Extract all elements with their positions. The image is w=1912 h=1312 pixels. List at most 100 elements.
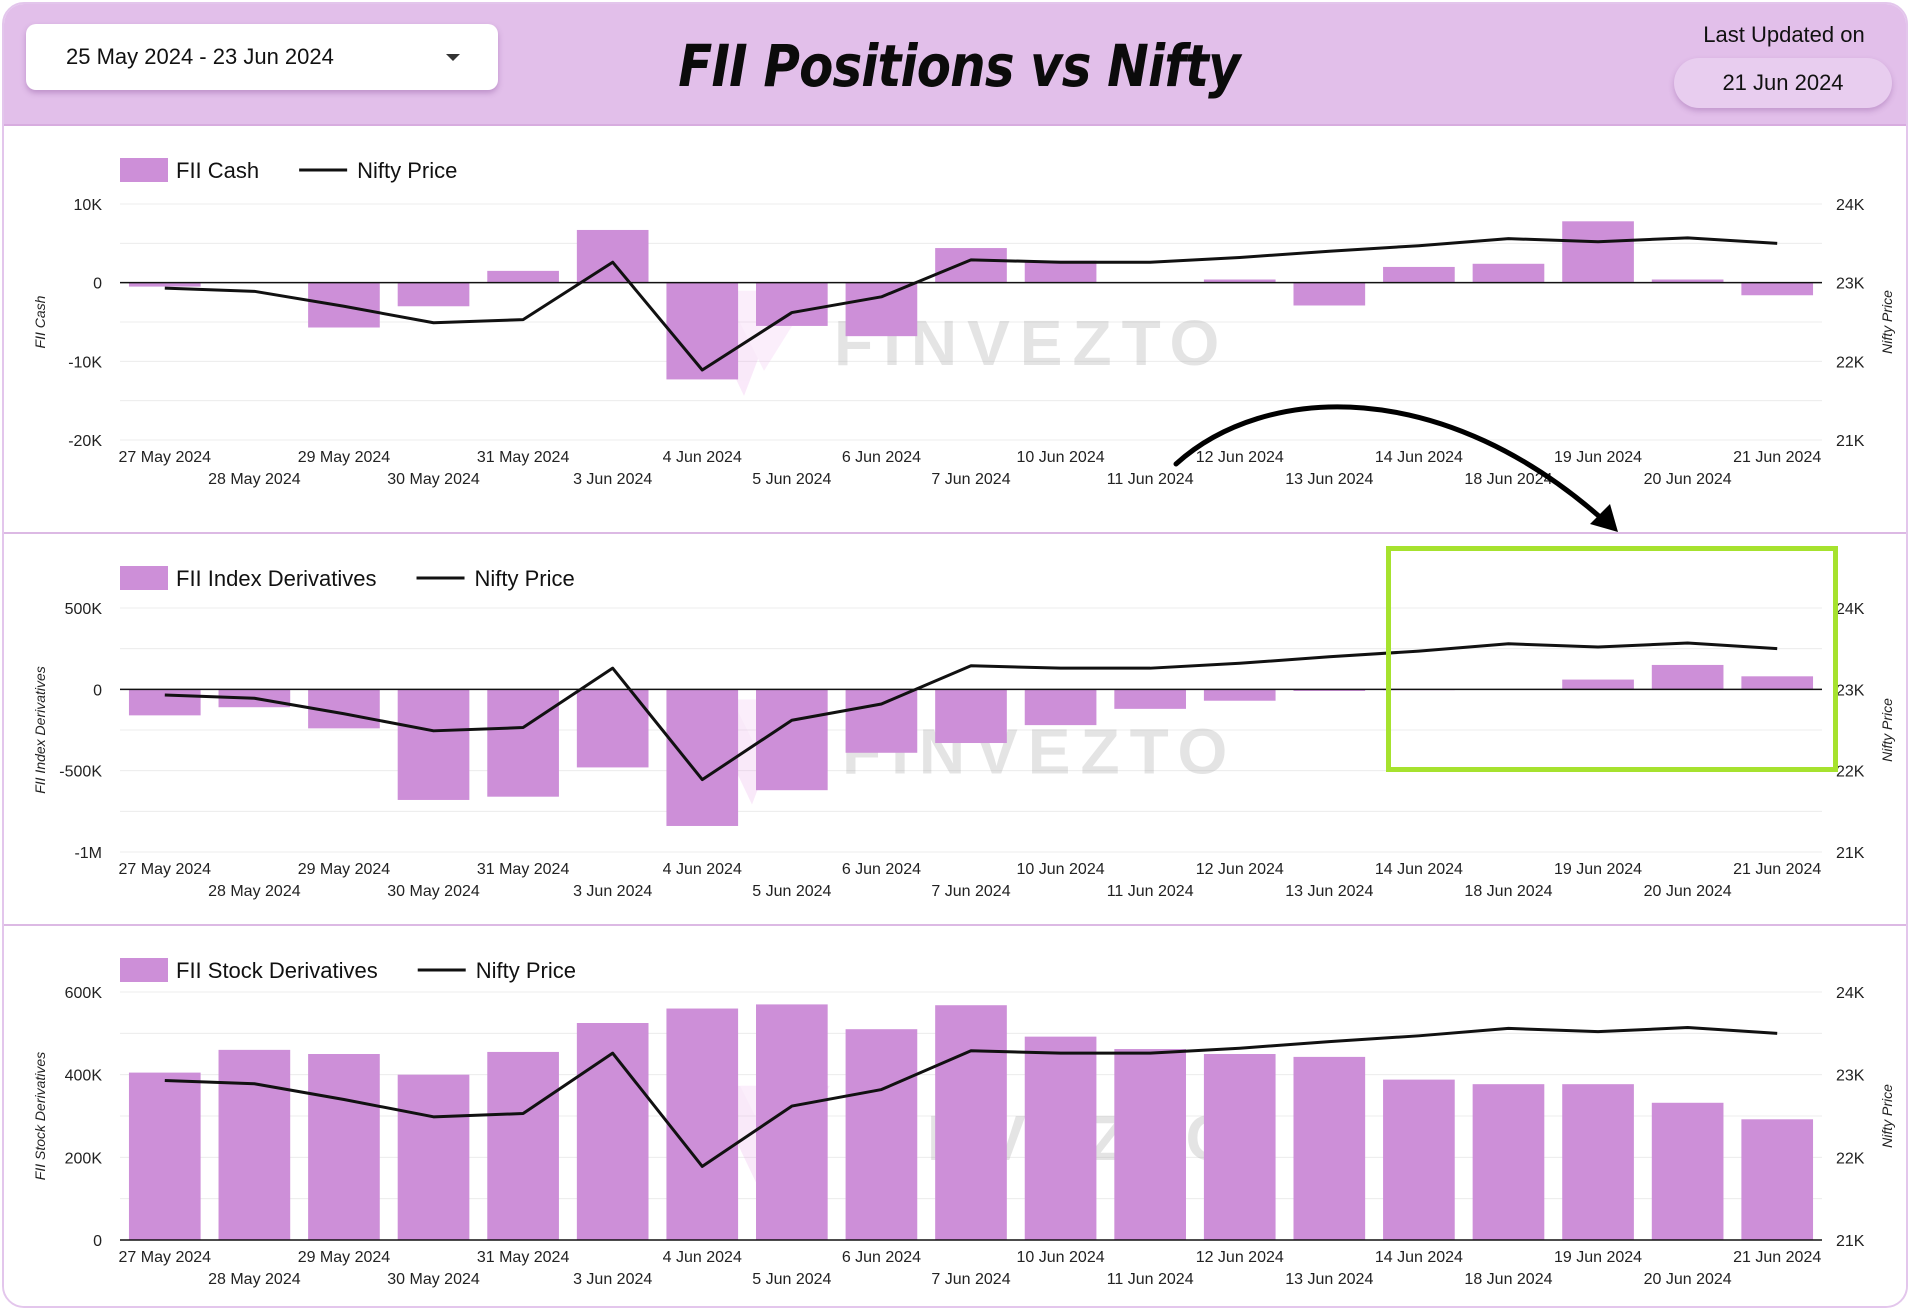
bar [487, 689, 559, 797]
bar [1741, 1119, 1814, 1240]
x-tick-label: 21 Jun 2024 [1733, 861, 1821, 878]
x-tick-label: 27 May 2024 [119, 1249, 212, 1266]
bar [1472, 263, 1545, 283]
x-tick-label: 31 May 2024 [477, 449, 570, 466]
x-tick-label: 20 Jun 2024 [1644, 883, 1732, 900]
fii-cash-chart-panel: 10K 0 -10K -20K 24K 23K 22K 21K FII Cash Nifty Pr… [4, 126, 1906, 534]
chart-legend: FII Cash Nifty Price [120, 158, 457, 183]
y-tick-label: 0 [93, 1233, 102, 1250]
x-tick-label: 18 Jun 2024 [1464, 1271, 1552, 1288]
y2-tick-label: 22K [1836, 354, 1865, 371]
legend-label-fii-index-derivatives: FII Index Derivatives [176, 566, 377, 591]
x-tick-label: 7 Jun 2024 [931, 883, 1010, 900]
y2-tick-label: 22K [1836, 1150, 1865, 1167]
y2-tick-label: 24K [1836, 985, 1865, 1002]
bar [576, 689, 649, 768]
y2-tick-label: 21K [1836, 433, 1865, 450]
legend-swatch-bar [120, 158, 168, 182]
x-tick-label: 3 Jun 2024 [573, 883, 652, 900]
y-axis-title: FII Index Derivatives [32, 666, 48, 794]
fii-index-derivatives-chart: 500K 0 -500K -1M 24K 23K 22K 21K FII Index Deriv… [32, 566, 1895, 900]
y-tick-label: -1M [74, 845, 102, 862]
y2-tick-label: 21K [1836, 845, 1865, 862]
x-tick-label: 31 May 2024 [477, 1249, 570, 1266]
y2-tick-label: 21K [1836, 1233, 1865, 1250]
y2-axis-title: Nifty Price [1879, 698, 1895, 762]
legend-swatch-bar [120, 958, 168, 982]
date-range-selector[interactable]: 25 May 2024 - 23 Jun 2024 [26, 24, 498, 90]
y2-axis-title: Nifty Price [1879, 1084, 1895, 1148]
legend-swatch-bar [120, 566, 168, 590]
bar [1651, 1102, 1724, 1240]
bar [128, 282, 201, 287]
bar [1024, 1036, 1097, 1240]
fii-index-derivatives-chart-panel: 500K 0 -500K -1M 24K 23K 22K 21K FII Index Deriv… [4, 534, 1906, 926]
bar [1741, 676, 1814, 690]
nifty-price-line [164, 1026, 1778, 1168]
chevron-down-icon[interactable] [446, 54, 460, 61]
bar [756, 282, 828, 326]
x-tick-label: 4 Jun 2024 [663, 449, 742, 466]
chart-legend: FII Index Derivatives Nifty Price [120, 566, 575, 591]
x-tick-label: 12 Jun 2024 [1196, 1249, 1284, 1266]
bar [128, 1072, 201, 1240]
y2-tick-label: 22K [1836, 764, 1865, 781]
bar [1114, 1049, 1186, 1240]
bar [845, 1029, 918, 1240]
bar [397, 1074, 470, 1240]
header-bar: 25 May 2024 - 23 Jun 2024 FII Positions … [4, 4, 1906, 126]
bar [1293, 689, 1366, 691]
y2-tick-label: 23K [1836, 1068, 1865, 1085]
x-tick-label: 18 Jun 2024 [1464, 471, 1552, 488]
x-tick-label: 28 May 2024 [208, 471, 301, 488]
bar [756, 689, 828, 791]
bar [845, 282, 918, 337]
bar [1024, 689, 1097, 726]
bar [1651, 664, 1724, 690]
last-updated-badge: 21 Jun 2024 [1674, 58, 1892, 108]
y-tick-label: -500K [59, 764, 102, 781]
legend-label-fii-cash: FII Cash [176, 158, 259, 183]
x-tick-label: 3 Jun 2024 [573, 471, 652, 488]
bar [666, 689, 739, 826]
bar [397, 689, 470, 800]
y-tick-label: 400K [65, 1068, 103, 1085]
x-tick-label: 6 Jun 2024 [842, 861, 921, 878]
x-tick-label: 30 May 2024 [387, 1271, 480, 1288]
bar [308, 1054, 380, 1240]
bar [576, 1023, 649, 1240]
fii-stock-derivatives-chart-panel: 600K 400K 200K 0 24K 23K 22K 21K FII Stock Deriv… [4, 926, 1906, 1306]
x-tick-label: 29 May 2024 [298, 1249, 391, 1266]
bar [1383, 1079, 1455, 1240]
x-tick-label: 27 May 2024 [119, 861, 212, 878]
x-tick-label: 7 Jun 2024 [931, 471, 1010, 488]
x-tick-label: 30 May 2024 [387, 471, 480, 488]
y2-tick-label: 24K [1836, 197, 1865, 214]
x-tick-label: 28 May 2024 [208, 883, 301, 900]
bar [1472, 1084, 1545, 1240]
y2-tick-label: 23K [1836, 682, 1865, 699]
x-tick-label: 13 Jun 2024 [1285, 1271, 1373, 1288]
x-tick-label: 5 Jun 2024 [752, 471, 831, 488]
x-tick-label: 13 Jun 2024 [1285, 883, 1373, 900]
x-tick-label: 29 May 2024 [298, 449, 391, 466]
x-tick-label: 30 May 2024 [387, 883, 480, 900]
y-tick-label: 600K [65, 985, 103, 1002]
x-tick-label: 12 Jun 2024 [1196, 449, 1284, 466]
y-tick-label: 200K [65, 1150, 103, 1167]
x-tick-label: 10 Jun 2024 [1017, 861, 1105, 878]
bar [128, 689, 201, 716]
bar [935, 248, 1007, 283]
bar [1203, 1054, 1276, 1240]
x-tick-label: 29 May 2024 [298, 861, 391, 878]
bar [487, 1051, 559, 1240]
y-axis-title: FII Cash [32, 295, 48, 348]
x-tick-label: 21 Jun 2024 [1733, 449, 1821, 466]
x-tick-label: 14 Jun 2024 [1375, 449, 1463, 466]
x-tick-label: 11 Jun 2024 [1107, 471, 1194, 488]
x-tick-label: 10 Jun 2024 [1017, 1249, 1105, 1266]
x-tick-label: 20 Jun 2024 [1644, 1271, 1732, 1288]
y-axis-title: FII Stock Derivatives [32, 1052, 48, 1180]
y2-tick-label: 24K [1836, 601, 1865, 618]
